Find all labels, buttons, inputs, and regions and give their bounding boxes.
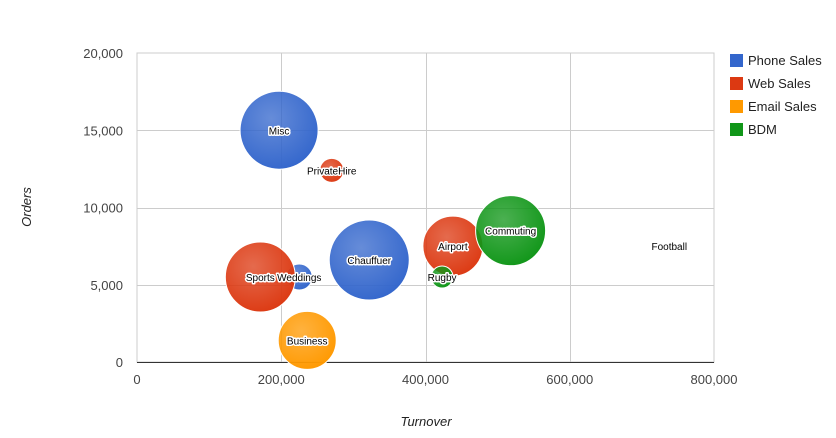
legend-swatch: [730, 77, 743, 90]
bubble-business[interactable]: [277, 310, 337, 370]
legend-entry: Phone Sales: [748, 53, 822, 68]
y-tick-label: 5,000: [90, 278, 123, 293]
axes: 0 200,000 400,000 600,000 800,000 0 5,000 10,00…: [83, 46, 737, 387]
bubbles: [224, 90, 547, 370]
bubble-label-football: Football: [651, 242, 687, 253]
y-tick-label: 10,000: [83, 201, 123, 216]
plot-frame: [136, 52, 715, 363]
legend-swatch: [730, 54, 743, 67]
legend-swatch: [730, 123, 743, 136]
x-axis-title: Turnover: [400, 414, 452, 429]
bubble-label-commuting: Commuting: [485, 227, 536, 238]
bubble-label-weddings: Weddings: [277, 273, 321, 284]
bubble-misc[interactable]: [239, 90, 319, 170]
bubble-label-airport: Airport: [438, 242, 468, 253]
x-tick-label: 200,000: [258, 372, 305, 387]
bubble-label-rugby: Rugby: [428, 273, 457, 284]
bubble-sports[interactable]: [224, 241, 296, 313]
x-tick-label: 400,000: [402, 372, 449, 387]
bubble-label-chauffuer: Chauffuer: [347, 256, 391, 267]
legend-entry: Email Sales: [748, 99, 817, 114]
bubble-chauffuer[interactable]: [328, 219, 410, 301]
x-tick-label: 0: [133, 372, 140, 387]
bubble-label-misc: Misc: [269, 126, 290, 137]
legend: Phone Sales Web Sales Email Sales BDM: [730, 53, 822, 137]
y-tick-label: 15,000: [83, 123, 123, 138]
x-tick-label: 600,000: [546, 372, 593, 387]
bubble-rugby[interactable]: [430, 265, 454, 289]
bubble-label-privatehire: PrivateHire: [307, 166, 357, 177]
bubble-label-business: Business: [287, 336, 328, 347]
gridlines: [136, 52, 715, 363]
y-axis-title: Orders: [19, 187, 34, 227]
x-tick-label: 800,000: [691, 372, 738, 387]
legend-entry: BDM: [748, 122, 777, 137]
legend-swatch: [730, 100, 743, 113]
bubble-privatehire[interactable]: [319, 157, 345, 183]
bubble-label-sports: Sports: [246, 273, 275, 284]
y-tick-label: 0: [116, 355, 123, 370]
bubble-commuting[interactable]: [475, 195, 547, 267]
legend-entry: Web Sales: [748, 76, 811, 91]
y-tick-label: 20,000: [83, 46, 123, 61]
